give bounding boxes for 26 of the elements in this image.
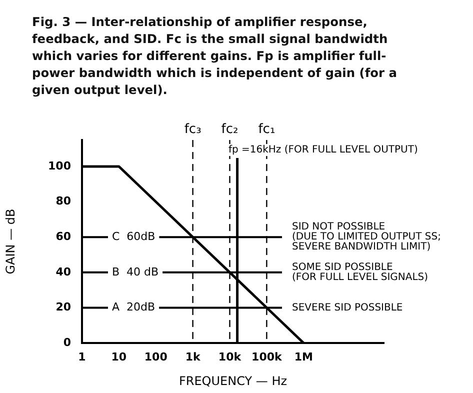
x-tick-label: 1 (78, 350, 86, 364)
ref-line-label: fc₃ (184, 122, 202, 137)
ref-line-label: A 20dB (112, 300, 156, 314)
y-tick-label: 100 (48, 159, 72, 172)
ref-line-label: B 40 dB (112, 265, 159, 278)
y-tick-label: 0 (63, 336, 72, 349)
x-tick-label: 1k (185, 350, 201, 364)
y-tick-label: 60 (56, 230, 72, 243)
x-tick-label: 10 (111, 350, 127, 364)
annotation: SID NOT POSSIBLE (DUE TO LIMITED OUTPUT SS; SEVERE BANDWIDTH LIMIT) (292, 222, 441, 253)
annotation: SEVERE SID POSSIBLE (292, 302, 403, 314)
y-axis-title: GAIN — dB (3, 208, 18, 274)
x-tick-label: 100k (252, 350, 283, 364)
ref-line-label: C 60dB (112, 230, 156, 243)
x-axis-title: FREQUENCY — Hz (178, 374, 288, 388)
y-tick-label: 40 (56, 265, 72, 278)
x-tick-label: 100 (144, 350, 168, 364)
x-tick-label: 10k (218, 350, 242, 364)
annotation: SOME SID POSSIBLE (FOR FULL LEVEL SIGNALS) (292, 262, 428, 283)
annotation: fp =16kHz (FOR FULL LEVEL OUTPUT) (228, 144, 418, 156)
x-tick-label: 1M (294, 350, 313, 364)
ref-line-label: fc₂ (221, 122, 238, 137)
ref-line-label: fc₁ (258, 122, 276, 137)
y-tick-label: 80 (56, 194, 72, 208)
chart-title: Fig. 3 — Inter-relationship of amplifier response, feedback, and SID. Fc is the small signal bandwidth which varies for different gains. Fp is amplifier full-power bandwidth which is independent of gain (for a given output level). (32, 14, 398, 99)
y-tick-label: 20 (56, 300, 72, 314)
